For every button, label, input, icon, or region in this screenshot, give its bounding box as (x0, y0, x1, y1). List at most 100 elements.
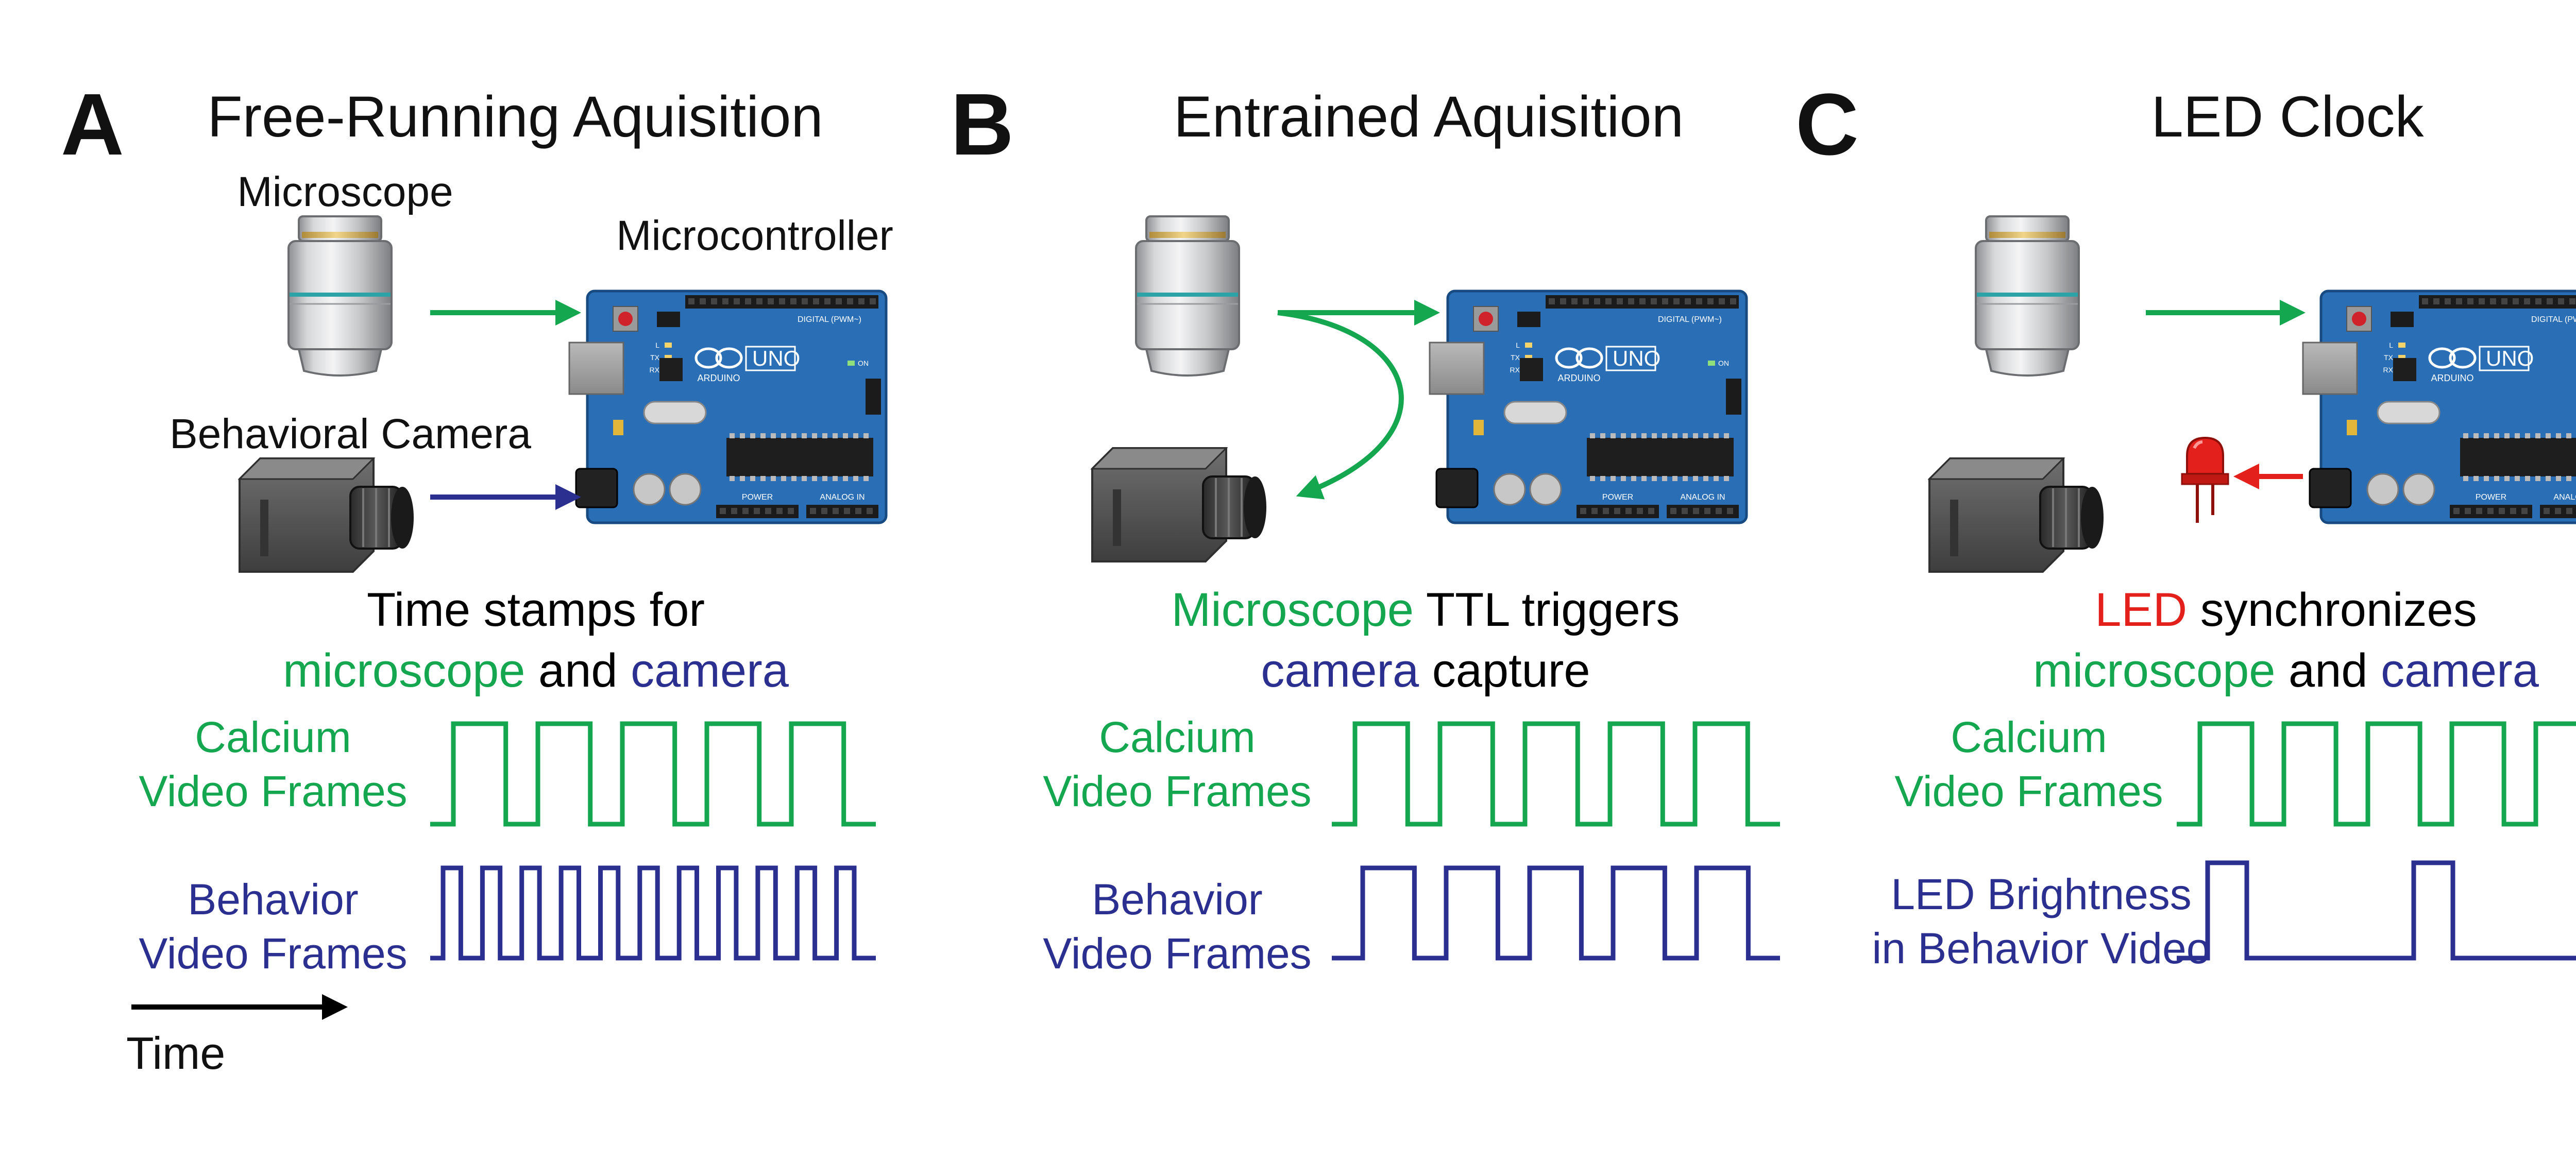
icsp-header (657, 312, 680, 327)
caption-segment: synchronizes (2187, 584, 2477, 636)
usb-chip (2393, 358, 2416, 381)
caption-c: LED synchronizes microscope and camera (2033, 584, 2539, 697)
board-brand-text: ARDUINO (1557, 373, 1600, 383)
caption-segment: camera (2381, 644, 2539, 697)
microcontroller-chip (726, 438, 873, 476)
analog-label: ANALOG IN (2553, 493, 2576, 502)
caption-segment: TTL triggers (1414, 584, 1680, 636)
power-jack (1435, 468, 1479, 508)
analog-header (806, 505, 878, 518)
trace-label-line: Video Frames (1043, 929, 1311, 978)
trace-label-line: Video Frames (139, 767, 407, 815)
microcontroller-chip (1587, 438, 1734, 476)
behavioral-camera-label: Behavioral Camera (170, 411, 531, 457)
trace-label-line: LED Brightness (1891, 870, 2192, 918)
trace-label-line: Video Frames (139, 929, 407, 978)
power-jack (575, 468, 618, 508)
analog-label: ANALOG IN (820, 493, 865, 502)
caption-segment: LED (2095, 584, 2187, 636)
power-jack (2309, 468, 2352, 508)
usb-chip (659, 358, 683, 381)
microscope-icon (1975, 215, 2080, 377)
usb-chip (1520, 358, 1543, 381)
microscope-icon (1135, 215, 1240, 377)
capacitor (633, 473, 666, 506)
trace-label-line: Calcium (1951, 713, 2107, 761)
caption-segment: microscope (2033, 644, 2275, 697)
arduino-board-icon: DIGITAL (PWM~) L TX RX UNO ARDUINO ON POWER ANAL… (568, 289, 888, 524)
behavior-waveform-b (1332, 865, 1780, 961)
trace-label-line: Calcium (195, 713, 351, 761)
panel-title-a: Free-Running Aquisition (207, 84, 823, 149)
on-label: ON (1718, 359, 1729, 367)
microcontroller-chip (2460, 438, 2576, 476)
caption-segment: and (525, 644, 631, 697)
behavior-trace-label-b: Behavior Video Frames (1043, 875, 1311, 978)
board-brand-text: ARDUINO (2431, 373, 2473, 383)
digital-header-label: DIGITAL (PWM~) (1658, 315, 1722, 324)
led-brightness-waveform-c (2177, 860, 2576, 961)
led-label: L (655, 341, 659, 349)
panel-c: C LED Clock DIGITAL (PWM~) L TX RX UNO ARDUIN… (1795, 76, 2576, 973)
panel-a: A Free-Running Aquisition Microscope Mic… (61, 76, 893, 1079)
board-brand-text: ARDUINO (697, 373, 740, 383)
usb-connector (568, 342, 624, 395)
digital-header-label: DIGITAL (PWM~) (798, 315, 861, 324)
board-logo-text: UNO (752, 346, 800, 370)
panel-b: B Entrained Aquisition DIGITAL (PWM~) L TX… (951, 76, 1780, 978)
caption-segment: Time stamps for (367, 584, 705, 636)
caption-a: Time stamps for microscope and camera (283, 584, 789, 697)
trace-label-line: in Behavior Video (1872, 924, 2211, 973)
caption-segment: microscope (283, 644, 525, 697)
calcium-trace-label-b: Calcium Video Frames (1043, 713, 1311, 815)
on-label: ON (858, 359, 869, 367)
caption-segment: Microscope (1172, 584, 1414, 636)
crystal (643, 401, 707, 424)
capacitor (2366, 473, 2399, 506)
behavior-trace-label-a: Behavior Video Frames (139, 875, 407, 978)
crystal (1503, 401, 1567, 424)
trace-label-line: Video Frames (1043, 767, 1311, 815)
led-label: TX (1511, 353, 1520, 362)
led-label: RX (1510, 366, 1520, 374)
caption-segment: capture (1419, 644, 1590, 697)
panel-title-c: LED Clock (2151, 84, 2424, 149)
digital-header-label: DIGITAL (PWM~) (2531, 315, 2576, 324)
panel-letter-b: B (951, 76, 1014, 174)
board-logo-text: UNO (2486, 346, 2534, 370)
power-label: POWER (742, 493, 773, 502)
behavioral-camera-icon (239, 457, 415, 573)
led-label: RX (2383, 366, 2394, 374)
caption-segment: camera (631, 644, 789, 697)
microscope-label: Microscope (237, 168, 453, 215)
icsp-header (1517, 312, 1540, 327)
side-header (866, 379, 881, 415)
usb-connector (2302, 342, 2358, 395)
led-label: L (1516, 341, 1520, 349)
trace-label-line: Behavior (1092, 875, 1263, 924)
microscope-ttl-to-camera-arrow (1277, 310, 1404, 500)
caption-segment: camera (1261, 644, 1419, 697)
led-brightness-label-c: LED Brightness in Behavior Video (1872, 870, 2211, 973)
led-label: TX (650, 353, 660, 362)
caption-b: Microscope TTL triggers camera capture (1172, 584, 1680, 697)
led-label: RX (650, 366, 660, 374)
caption-segment: and (2275, 644, 2381, 697)
behavioral-camera-icon (1091, 447, 1267, 562)
trace-label-line: Calcium (1099, 713, 1255, 761)
panel-letter-a: A (61, 76, 124, 174)
analog-label: ANALOG IN (1680, 493, 1725, 502)
logo-icon (694, 347, 722, 369)
calcium-waveform-b (1332, 721, 1780, 827)
calcium-trace-label-c: Calcium Video Frames (1894, 713, 2163, 815)
capacitor (1493, 473, 1526, 506)
calcium-waveform-c (2177, 721, 2576, 827)
power-label: POWER (2476, 493, 2506, 502)
board-logo-text: UNO (1613, 346, 1660, 370)
icsp-header (2391, 312, 2414, 327)
trace-label-line: Behavior (188, 875, 359, 924)
behavioral-camera-icon (1928, 457, 2105, 573)
led-label: TX (2384, 353, 2394, 362)
panel-letter-c: C (1795, 76, 1859, 174)
